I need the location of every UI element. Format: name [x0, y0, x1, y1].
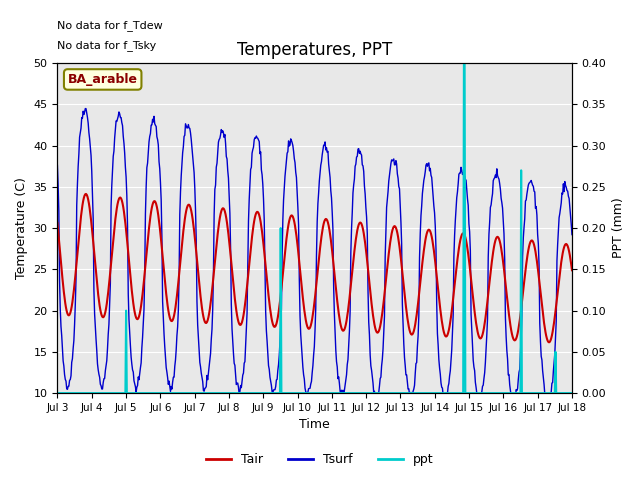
Y-axis label: Temperature (C): Temperature (C) — [15, 177, 28, 279]
Y-axis label: PPT (mm): PPT (mm) — [612, 198, 625, 258]
Text: No data for f_Tdew: No data for f_Tdew — [58, 20, 163, 31]
X-axis label: Time: Time — [300, 419, 330, 432]
Legend: Tair, Tsurf, ppt: Tair, Tsurf, ppt — [202, 448, 438, 471]
Title: Temperatures, PPT: Temperatures, PPT — [237, 41, 392, 59]
Text: No data for f_Tsky: No data for f_Tsky — [58, 40, 157, 51]
Text: BA_arable: BA_arable — [68, 73, 138, 86]
